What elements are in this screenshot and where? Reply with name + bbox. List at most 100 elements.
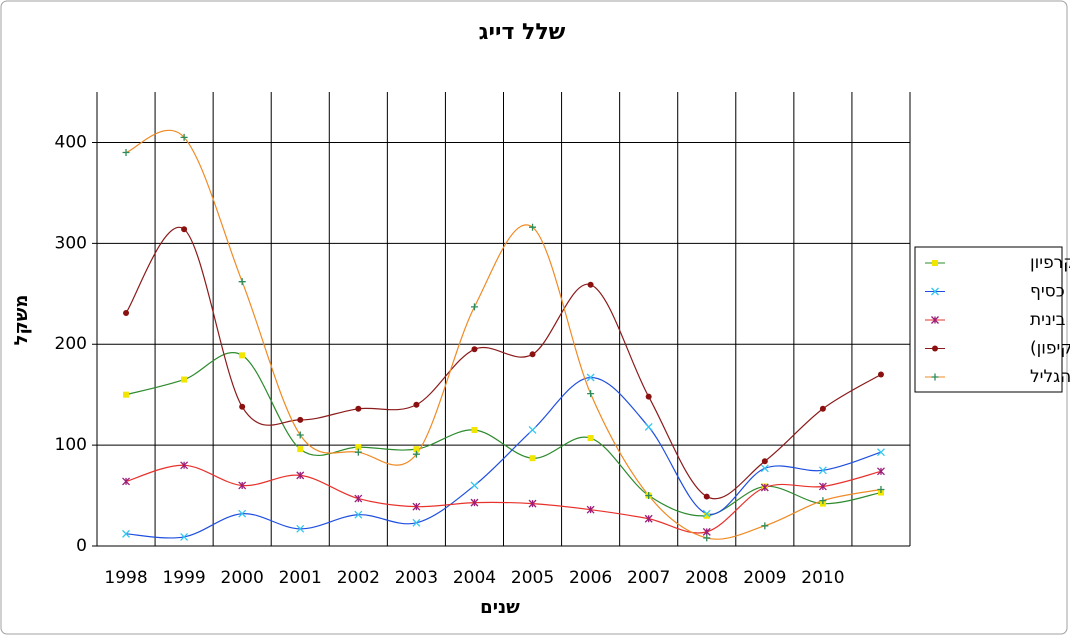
data-point [471,346,478,353]
data-point [413,401,420,408]
data-point [877,448,885,457]
data-point [123,391,130,398]
data-point [703,493,710,500]
legend-label: קרפיון [1030,253,1070,273]
data-point [818,482,827,491]
legend-marker [931,287,939,296]
x-tick-label: 1998 [104,568,147,588]
data-point [297,416,304,423]
data-point [470,481,479,490]
x-tick-label: 2004 [453,568,496,588]
data-point [296,524,305,533]
legend-marker [931,316,939,324]
data-point [413,446,420,453]
data-point [645,492,653,500]
series-line [125,464,882,534]
data-point [239,352,246,359]
x-tick-label: 2003 [395,568,438,588]
data-point [760,464,769,473]
x-tick-label: 2006 [569,568,612,588]
data-point [529,223,537,231]
x-tick-label: 2001 [279,568,322,588]
x-tick-label: 2000 [221,568,264,588]
data-point [818,466,827,475]
data-point [819,405,826,412]
series-line [125,226,882,500]
y-tick-label: 200 [55,334,87,354]
data-point [645,393,652,400]
data-point [819,497,827,505]
data-point [180,461,189,470]
data-point [586,373,595,382]
data-point [354,494,363,503]
x-tick-label: 2008 [685,568,728,588]
series-line [126,376,882,539]
data-point [877,486,885,494]
data-point [761,522,769,530]
data-point [587,281,594,288]
data-point [702,527,711,536]
data-point [296,471,305,480]
data-point [644,514,653,523]
data-point [702,509,711,518]
chart-title: שלל דייג [479,20,566,45]
data-point [877,371,884,378]
data-point [355,444,362,451]
data-point [644,422,653,431]
data-point [586,505,595,514]
x-axis-title: שנים [480,597,520,618]
legend-marker [932,260,938,266]
data-point [238,481,247,490]
data-point [354,510,363,519]
data-point [528,426,537,434]
data-point [412,502,421,511]
legend-label: בינית [1030,310,1066,330]
data-point [703,534,711,542]
data-point [122,529,130,538]
data-point [470,303,478,311]
legend-marker [931,373,939,381]
legend-label: בורי (קיפון) [1030,339,1070,359]
data-point [181,376,188,383]
data-point [181,226,188,233]
data-point [529,455,536,462]
data-point [297,446,304,453]
data-point [238,278,246,286]
x-tick-label: 2007 [627,568,670,588]
data-point [877,467,885,476]
data-point [703,512,710,519]
data-point [587,390,595,398]
data-point [528,499,537,508]
data-point [412,518,421,527]
data-point [760,483,769,492]
x-tick-label: 1999 [162,568,205,588]
data-point [180,133,188,141]
data-point [122,477,130,486]
data-point [122,149,130,157]
x-tick-label: 2009 [743,568,786,588]
x-tick-label: 2002 [337,568,380,588]
data-point [239,403,246,410]
data-point [471,426,478,433]
data-point [296,431,304,439]
data-point [123,309,130,316]
data-point [761,458,768,465]
series-line [125,352,882,517]
data-point [587,435,594,442]
data-point [354,448,362,456]
legend-marker [932,345,938,352]
data-point [180,532,189,541]
legend-label: כסיף [1030,282,1065,302]
data-point [238,509,247,518]
y-axis-title: משקל [11,295,32,346]
data-point [470,498,479,507]
y-tick-label: 100 [55,435,87,455]
data-point [355,405,362,412]
legend-label: אמנון הגליל [1030,367,1070,387]
x-tick-label: 2010 [801,568,844,588]
y-tick-label: 400 [55,132,87,152]
y-tick-label: 300 [55,233,87,253]
x-tick-label: 2005 [511,568,554,588]
